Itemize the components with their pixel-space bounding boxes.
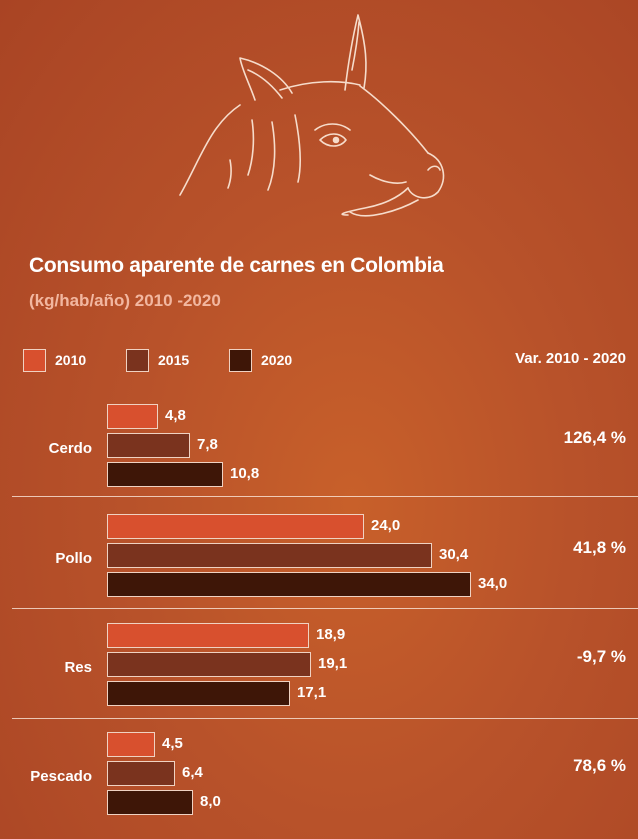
data-label-cerdo-2010: 4,8 xyxy=(165,407,186,424)
legend-label-2020: 2020 xyxy=(261,352,293,368)
variation-value-pescado: 78,6 % xyxy=(573,756,626,775)
bar-cerdo-2010 xyxy=(107,404,158,429)
bar-cerdo-2020 xyxy=(107,462,223,487)
data-label-cerdo-2020: 10,8 xyxy=(230,465,260,482)
bar-res-2015 xyxy=(107,652,311,677)
data-label-cerdo-2015: 7,8 xyxy=(197,436,218,453)
legend-swatch-2020 xyxy=(229,348,252,372)
variation-header: Var. 2010 - 2020 xyxy=(515,350,626,367)
bar-cerdo-2015 xyxy=(107,433,190,458)
bar-res-2020 xyxy=(107,681,290,706)
legend-item-2010: 2010 xyxy=(23,348,86,372)
data-label-res-2015: 19,1 xyxy=(318,655,348,672)
legend-label-2010: 2010 xyxy=(55,352,87,368)
data-label-res-2010: 18,9 xyxy=(316,626,346,643)
legend-swatch-2010 xyxy=(23,348,46,372)
category-label-pescado: Pescado xyxy=(30,768,92,785)
group-divider xyxy=(12,496,638,497)
bar-pollo-2010 xyxy=(107,514,364,539)
variation-value-pollo: 41,8 % xyxy=(573,538,626,557)
legend-item-2015: 2015 xyxy=(126,348,189,372)
category-label-pollo: Pollo xyxy=(55,550,92,567)
legend-label-2015: 2015 xyxy=(158,352,190,368)
group-divider xyxy=(12,608,638,609)
group-divider xyxy=(12,718,638,719)
category-label-res: Res xyxy=(64,659,92,676)
bar-pollo-2020 xyxy=(107,572,471,597)
data-label-pescado-2020: 8,0 xyxy=(200,793,221,810)
data-label-pescado-2010: 4,5 xyxy=(162,735,183,752)
bar-pescado-2020 xyxy=(107,790,193,815)
data-label-pollo-2015: 30,4 xyxy=(439,546,469,563)
bar-res-2010 xyxy=(107,623,309,648)
variation-value-res: -9,7 % xyxy=(576,647,626,666)
data-label-res-2020: 17,1 xyxy=(297,684,327,701)
data-label-pescado-2015: 6,4 xyxy=(182,764,203,781)
bar-pollo-2015 xyxy=(107,543,432,568)
legend-swatch-2015 xyxy=(126,348,149,372)
category-label-cerdo: Cerdo xyxy=(48,440,92,457)
pig-head-icon xyxy=(179,14,445,217)
data-label-pollo-2010: 24,0 xyxy=(371,517,401,534)
legend-item-2020: 2020 xyxy=(229,348,292,372)
bar-pescado-2010 xyxy=(107,732,155,757)
variation-value-cerdo: 126,4 % xyxy=(563,428,626,447)
chart-title: Consumo aparente de carnes en Colombia xyxy=(29,254,444,277)
chart-subtitle: (kg/hab/año) 2010 -2020 xyxy=(29,291,221,310)
bar-pescado-2015 xyxy=(107,761,175,786)
data-label-pollo-2020: 34,0 xyxy=(478,575,508,592)
